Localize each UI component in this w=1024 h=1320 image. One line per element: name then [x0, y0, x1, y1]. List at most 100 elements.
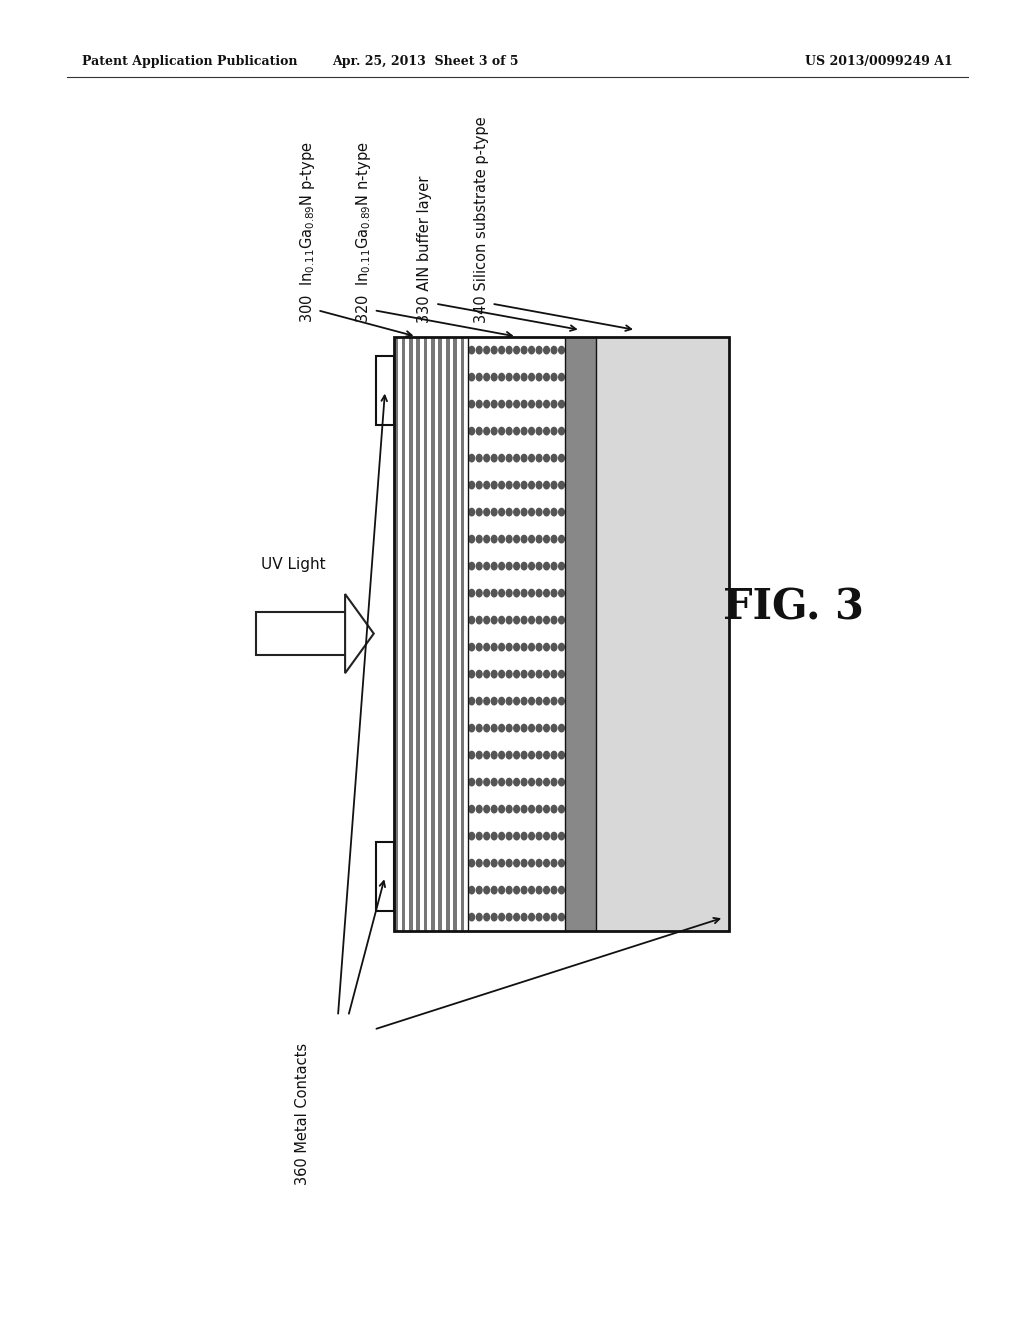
Circle shape — [483, 374, 489, 380]
Circle shape — [483, 590, 489, 597]
Circle shape — [559, 400, 564, 408]
Circle shape — [514, 671, 519, 677]
Circle shape — [469, 779, 474, 785]
Circle shape — [521, 643, 527, 651]
Circle shape — [528, 590, 535, 597]
Circle shape — [483, 887, 489, 894]
Circle shape — [506, 590, 512, 597]
Circle shape — [521, 913, 527, 921]
Circle shape — [544, 508, 550, 516]
Circle shape — [528, 697, 535, 705]
Circle shape — [551, 562, 557, 570]
Circle shape — [537, 346, 542, 354]
Circle shape — [483, 562, 489, 570]
Bar — [409, 337, 413, 931]
Circle shape — [499, 374, 505, 380]
Circle shape — [483, 697, 489, 705]
Circle shape — [469, 751, 474, 759]
Circle shape — [499, 697, 505, 705]
Circle shape — [521, 833, 527, 840]
Circle shape — [551, 508, 557, 516]
Circle shape — [476, 346, 482, 354]
Circle shape — [499, 400, 505, 408]
Text: Apr. 25, 2013  Sheet 3 of 5: Apr. 25, 2013 Sheet 3 of 5 — [332, 55, 518, 69]
Circle shape — [492, 725, 497, 731]
Circle shape — [492, 346, 497, 354]
Circle shape — [528, 725, 535, 731]
Circle shape — [514, 887, 519, 894]
Circle shape — [521, 697, 527, 705]
Circle shape — [499, 779, 505, 785]
Circle shape — [469, 643, 474, 651]
Circle shape — [537, 913, 542, 921]
Bar — [394, 337, 729, 931]
Circle shape — [528, 482, 535, 488]
Circle shape — [506, 454, 512, 462]
Circle shape — [506, 482, 512, 488]
Circle shape — [514, 590, 519, 597]
Text: US 2013/0099249 A1: US 2013/0099249 A1 — [805, 55, 952, 69]
Circle shape — [521, 374, 527, 380]
Circle shape — [469, 671, 474, 677]
Circle shape — [551, 779, 557, 785]
Circle shape — [506, 779, 512, 785]
Circle shape — [559, 482, 564, 488]
Circle shape — [528, 346, 535, 354]
Text: 340 Silicon substrate p-type: 340 Silicon substrate p-type — [474, 116, 488, 323]
Bar — [431, 337, 435, 931]
Circle shape — [469, 725, 474, 731]
Circle shape — [499, 751, 505, 759]
Text: UV Light: UV Light — [261, 557, 326, 572]
Bar — [442, 337, 445, 931]
Circle shape — [528, 454, 535, 462]
Circle shape — [551, 374, 557, 380]
Text: 330 AlN buffer layer: 330 AlN buffer layer — [418, 176, 432, 323]
Circle shape — [469, 859, 474, 867]
Circle shape — [506, 643, 512, 651]
Circle shape — [537, 725, 542, 731]
Circle shape — [521, 454, 527, 462]
Circle shape — [476, 725, 482, 731]
Circle shape — [537, 616, 542, 624]
Circle shape — [537, 833, 542, 840]
Circle shape — [544, 671, 550, 677]
Circle shape — [483, 428, 489, 434]
Text: 320  In$_{0.11}$Ga$_{0.89}$N n-type: 320 In$_{0.11}$Ga$_{0.89}$N n-type — [354, 141, 373, 323]
Circle shape — [506, 346, 512, 354]
Circle shape — [521, 428, 527, 434]
Circle shape — [499, 643, 505, 651]
Circle shape — [528, 400, 535, 408]
Circle shape — [469, 805, 474, 813]
Circle shape — [514, 482, 519, 488]
Circle shape — [483, 400, 489, 408]
Circle shape — [521, 751, 527, 759]
Circle shape — [476, 454, 482, 462]
Circle shape — [506, 805, 512, 813]
Circle shape — [551, 428, 557, 434]
Circle shape — [551, 887, 557, 894]
Circle shape — [521, 590, 527, 597]
Circle shape — [469, 400, 474, 408]
Circle shape — [544, 805, 550, 813]
Circle shape — [483, 725, 489, 731]
Circle shape — [537, 779, 542, 785]
Circle shape — [469, 887, 474, 894]
Circle shape — [506, 751, 512, 759]
Circle shape — [469, 562, 474, 570]
Circle shape — [469, 374, 474, 380]
Bar — [427, 337, 431, 931]
Circle shape — [521, 482, 527, 488]
Circle shape — [551, 616, 557, 624]
Circle shape — [469, 697, 474, 705]
Bar — [435, 337, 438, 931]
Circle shape — [521, 805, 527, 813]
Circle shape — [514, 805, 519, 813]
Circle shape — [514, 779, 519, 785]
Circle shape — [559, 805, 564, 813]
Circle shape — [483, 751, 489, 759]
Circle shape — [559, 590, 564, 597]
Circle shape — [506, 833, 512, 840]
Circle shape — [559, 508, 564, 516]
Circle shape — [528, 671, 535, 677]
Bar — [596, 337, 729, 931]
